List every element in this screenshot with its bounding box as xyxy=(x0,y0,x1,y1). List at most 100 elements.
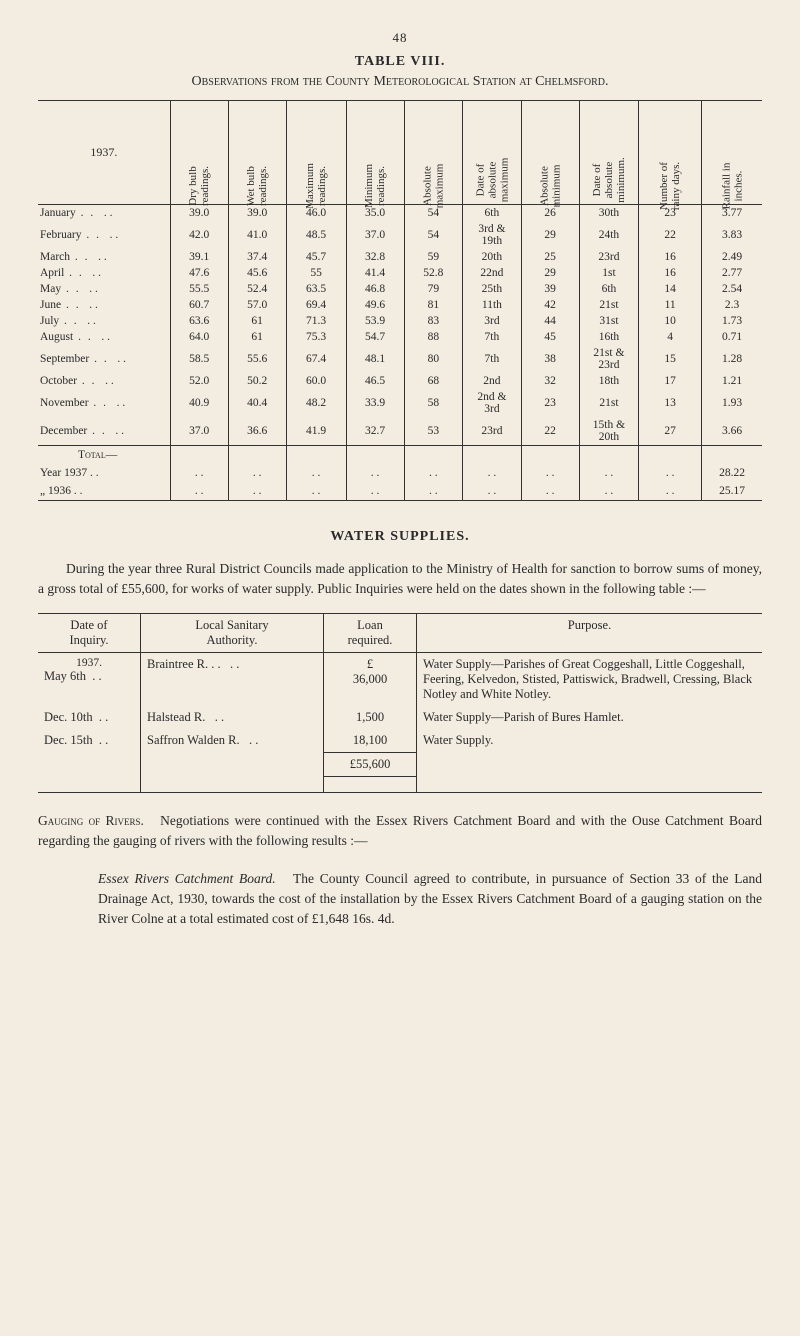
loan-header-purpose: Purpose. xyxy=(417,614,763,653)
month-cell: December . . xyxy=(38,417,170,446)
data-cell: 3rd &19th xyxy=(463,221,522,249)
loan-total: £55,600 xyxy=(324,753,417,777)
empty-cell xyxy=(141,777,324,793)
table-row: March . .39.137.445.732.85920th2523rd162… xyxy=(38,249,762,265)
dots-cell: . . xyxy=(639,464,702,482)
empty-cell xyxy=(38,777,141,793)
data-cell: 32 xyxy=(521,373,579,389)
data-cell: 2nd xyxy=(463,373,522,389)
data-cell: 11 xyxy=(639,297,702,313)
month-cell: April . . xyxy=(38,265,170,281)
data-cell: 42.0 xyxy=(170,221,228,249)
header-date-abs-max: Date ofabsolutemaximum xyxy=(463,101,522,205)
empty-cell xyxy=(286,446,346,465)
total-label: Total— xyxy=(38,446,170,465)
month-cell: July . . xyxy=(38,313,170,329)
data-cell: 59 xyxy=(404,249,463,265)
data-cell: 55.6 xyxy=(228,345,286,373)
data-cell: 7th xyxy=(463,329,522,345)
data-cell: 80 xyxy=(404,345,463,373)
header-date-abs-min: Date ofabsoluteminimum. xyxy=(579,101,639,205)
data-cell: 27 xyxy=(639,417,702,446)
year-label: „ 1936 . . xyxy=(38,482,170,501)
data-cell: 48.2 xyxy=(286,389,346,417)
header-min: Minimumreadings. xyxy=(346,101,404,205)
data-cell: 6th xyxy=(463,205,522,222)
data-cell: 4 xyxy=(639,329,702,345)
data-cell: 53.9 xyxy=(346,313,404,329)
data-cell: 41.9 xyxy=(286,417,346,446)
header-abs-min: Absoluteminimum xyxy=(521,101,579,205)
data-cell: 63.6 xyxy=(170,313,228,329)
empty-cell xyxy=(702,446,763,465)
data-cell: 11th xyxy=(463,297,522,313)
data-cell: 2.54 xyxy=(702,281,763,297)
data-cell: 21st xyxy=(579,297,639,313)
data-cell: 20th xyxy=(463,249,522,265)
data-cell: 3rd xyxy=(463,313,522,329)
dots-cell: . . xyxy=(463,482,522,501)
data-cell: 57.0 xyxy=(228,297,286,313)
table-row: January . .39.039.046.035.0546th2630th23… xyxy=(38,205,762,222)
data-cell: 54.7 xyxy=(346,329,404,345)
data-cell: 23rd xyxy=(579,249,639,265)
table-row: July . .63.66171.353.9833rd4431st101.73 xyxy=(38,313,762,329)
data-cell: 30th xyxy=(579,205,639,222)
data-cell: 41.4 xyxy=(346,265,404,281)
data-cell: 36.6 xyxy=(228,417,286,446)
empty-cell xyxy=(579,446,639,465)
dots-cell: . . xyxy=(346,482,404,501)
table-label: TABLE VIII. xyxy=(38,54,762,70)
rivers-p1-body: Negotiations were continued with the Ess… xyxy=(38,813,762,848)
data-cell: 31st xyxy=(579,313,639,329)
header-rainy-days: Number ofrainy days. xyxy=(639,101,702,205)
dots-cell: . . xyxy=(579,482,639,501)
year-summary-row: Year 1937 . .. .. .. .. .. .. .. .. .. .… xyxy=(38,464,762,482)
loan-purpose: Water Supply—Parish of Bures Hamlet. xyxy=(417,706,763,729)
table-row: September . .58.555.667.448.1807th3821st… xyxy=(38,345,762,373)
empty-cell xyxy=(417,753,763,777)
data-cell: 18th xyxy=(579,373,639,389)
data-cell: 1.73 xyxy=(702,313,763,329)
loan-header-date: Date ofInquiry. xyxy=(38,614,141,653)
data-cell: 23rd xyxy=(463,417,522,446)
data-cell: 15th &20th xyxy=(579,417,639,446)
data-cell: 24th xyxy=(579,221,639,249)
table-row: June . .60.757.069.449.68111th4221st112.… xyxy=(38,297,762,313)
month-cell: June . . xyxy=(38,297,170,313)
empty-cell xyxy=(346,446,404,465)
data-cell: 2.77 xyxy=(702,265,763,281)
data-cell: 79 xyxy=(404,281,463,297)
empty-cell xyxy=(404,446,463,465)
data-cell: 1.93 xyxy=(702,389,763,417)
data-cell: 21st &23rd xyxy=(579,345,639,373)
caption-observations: Observations xyxy=(192,74,268,89)
table-row: May . .55.552.463.546.87925th396th142.54 xyxy=(38,281,762,297)
data-cell: 2nd &3rd xyxy=(463,389,522,417)
table-row: October . .52.050.260.046.5682nd3218th17… xyxy=(38,373,762,389)
data-cell: 88 xyxy=(404,329,463,345)
data-cell: 60.7 xyxy=(170,297,228,313)
data-cell: 3.66 xyxy=(702,417,763,446)
data-cell: 2.3 xyxy=(702,297,763,313)
data-cell: 45 xyxy=(521,329,579,345)
data-cell: 71.3 xyxy=(286,313,346,329)
data-cell: 60.0 xyxy=(286,373,346,389)
loan-amount: 1,500 xyxy=(324,706,417,729)
loan-purpose: Water Supply. xyxy=(417,729,763,753)
dots-cell: . . xyxy=(579,464,639,482)
loan-amount: £36,000 xyxy=(324,653,417,707)
data-cell: 67.4 xyxy=(286,345,346,373)
month-cell: September . . xyxy=(38,345,170,373)
loan-table: Date ofInquiry. Local SanitaryAuthority.… xyxy=(38,613,762,793)
data-cell: 39.0 xyxy=(228,205,286,222)
data-cell: 0.71 xyxy=(702,329,763,345)
loan-row: 1937.May 6th . .Braintree R. . . . .£36,… xyxy=(38,653,762,707)
gauging-of-rivers-label: Gauging of Rivers. xyxy=(38,813,144,828)
data-cell: 32.7 xyxy=(346,417,404,446)
data-cell: 64.0 xyxy=(170,329,228,345)
dots-cell: . . xyxy=(404,464,463,482)
data-cell: 52.4 xyxy=(228,281,286,297)
loan-date: Dec. 10th . . xyxy=(38,706,141,729)
month-cell: February . . xyxy=(38,221,170,249)
